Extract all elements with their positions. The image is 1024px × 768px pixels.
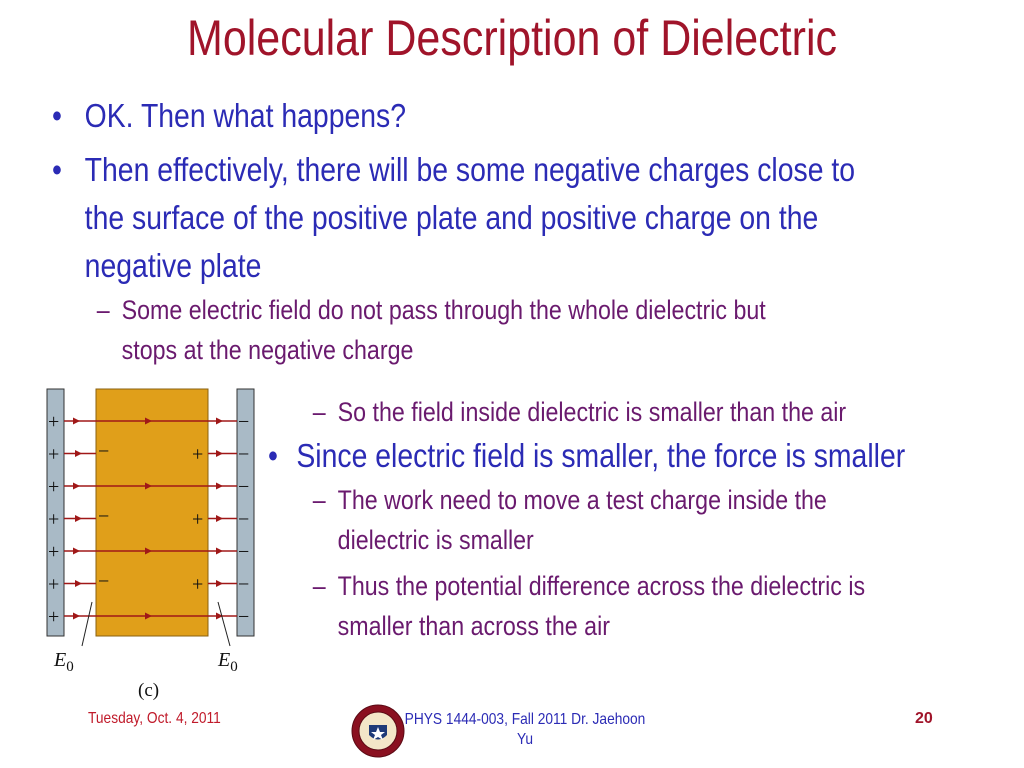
bullet-line: smaller than across the air bbox=[337, 611, 610, 641]
induced-positive-sign: + bbox=[192, 574, 203, 596]
plate-minus-sign: − bbox=[238, 411, 249, 433]
field-arrow bbox=[216, 482, 223, 490]
plate-plus-sign: + bbox=[48, 476, 59, 498]
bullet-line: Since electric field is smaller, the for… bbox=[296, 437, 906, 474]
field-arrow bbox=[145, 547, 152, 555]
plate-minus-sign: − bbox=[238, 476, 249, 498]
field-arrow bbox=[216, 547, 223, 555]
bullet-item: • Since electric field is smaller, the f… bbox=[268, 432, 905, 480]
footer-date: Tuesday, Oct. 4, 2011 bbox=[88, 710, 221, 727]
plate-minus-sign: − bbox=[238, 574, 249, 596]
field-arrow bbox=[73, 547, 80, 555]
field-lines bbox=[64, 417, 237, 620]
bullet-marker: • bbox=[52, 151, 62, 188]
footer-course: PHYS 1444-003, Fall 2011 Dr. Jaehoon Yu bbox=[383, 710, 667, 750]
plate-plus-sign: + bbox=[48, 444, 59, 466]
bullet-line: negative plate bbox=[84, 247, 262, 284]
footer-course-line: PHYS 1444-003, Fall 2011 Dr. Jaehoon bbox=[404, 711, 646, 728]
page-number: 20 bbox=[915, 710, 933, 727]
field-arrow bbox=[75, 450, 82, 457]
bullet-line: OK. Then what happens? bbox=[84, 97, 407, 134]
induced-negative-sign: − bbox=[98, 441, 109, 463]
plate-plus-sign: + bbox=[48, 411, 59, 433]
field-arrow bbox=[73, 612, 80, 620]
induced-positive-sign: + bbox=[192, 509, 203, 531]
bullet-marker: – bbox=[312, 571, 326, 601]
e0-label-right: E0 bbox=[217, 649, 238, 675]
university-seal-icon bbox=[351, 704, 405, 758]
bullets-right: – So the field inside dielectric is smal… bbox=[268, 392, 905, 646]
bullet-line: Some electric field do not pass through … bbox=[121, 295, 766, 325]
charge-signs: + − + − − + + − + − − + + − + − − + + − bbox=[48, 411, 249, 628]
field-arrow bbox=[75, 580, 82, 587]
plate-minus-sign: − bbox=[238, 444, 249, 466]
field-arrow bbox=[216, 417, 223, 425]
left-plate bbox=[46, 388, 65, 637]
field-arrow bbox=[75, 515, 82, 522]
field-arrow bbox=[216, 450, 223, 457]
field-arrow bbox=[145, 417, 152, 425]
bullet-line: Thus the potential difference across the… bbox=[337, 571, 866, 601]
e0-label-left: E0 bbox=[53, 649, 74, 675]
bullet-marker: – bbox=[312, 397, 326, 427]
field-arrow bbox=[216, 580, 223, 587]
field-arrow bbox=[216, 515, 223, 522]
right-plate bbox=[236, 388, 255, 637]
sub-bullet-item: – The work need to move a test charge in… bbox=[313, 480, 905, 560]
bullet-line: stops at the negative charge bbox=[121, 335, 414, 365]
field-arrow bbox=[73, 482, 80, 490]
dielectric-figure: + − + − − + + − + − − + + − + − − + + − E0 E0 (c) bbox=[46, 388, 255, 701]
sub-bullet-item: – Some electric field do not pass throug… bbox=[97, 290, 855, 370]
figure-caption: (c) bbox=[138, 680, 159, 701]
plate-minus-sign: − bbox=[238, 541, 249, 563]
bullets-top: • OK. Then what happens? • Then effectiv… bbox=[52, 92, 855, 370]
bullet-line: the surface of the positive plate and po… bbox=[84, 199, 819, 236]
bullet-item: • Then effectively, there will be some n… bbox=[52, 146, 855, 290]
plate-plus-sign: + bbox=[48, 541, 59, 563]
sub-bullet-item: – So the field inside dielectric is smal… bbox=[313, 392, 905, 432]
field-arrow bbox=[145, 612, 152, 620]
footer-course-line: Yu bbox=[516, 731, 534, 748]
bullet-marker: – bbox=[96, 295, 110, 325]
dielectric-slab bbox=[95, 388, 209, 637]
bullet-item: • OK. Then what happens? bbox=[52, 92, 855, 140]
bullet-line: The work need to move a test charge insi… bbox=[337, 485, 827, 515]
sub-bullet-item: – Thus the potential difference across t… bbox=[313, 566, 905, 646]
plate-plus-sign: + bbox=[48, 574, 59, 596]
bullet-marker: • bbox=[52, 97, 62, 134]
induced-negative-sign: − bbox=[98, 571, 109, 593]
plate-minus-sign: − bbox=[238, 606, 249, 628]
plate-plus-sign: + bbox=[48, 509, 59, 531]
field-arrow bbox=[216, 612, 223, 620]
bullet-marker: – bbox=[312, 485, 326, 515]
e0-pointer-right bbox=[217, 601, 231, 647]
bullet-line: So the field inside dielectric is smalle… bbox=[337, 397, 847, 427]
bullet-line: dielectric is smaller bbox=[337, 525, 534, 555]
plate-plus-sign: + bbox=[48, 606, 59, 628]
induced-positive-sign: + bbox=[192, 444, 203, 466]
induced-negative-sign: − bbox=[98, 506, 109, 528]
bullet-marker: • bbox=[268, 437, 278, 474]
plate-minus-sign: − bbox=[238, 509, 249, 531]
slide-title: Molecular Description of Dielectric bbox=[187, 10, 837, 66]
bullet-line: Then effectively, there will be some neg… bbox=[84, 151, 856, 188]
field-arrow bbox=[73, 417, 80, 425]
field-arrow bbox=[145, 482, 152, 490]
e0-pointer-left bbox=[81, 601, 93, 647]
